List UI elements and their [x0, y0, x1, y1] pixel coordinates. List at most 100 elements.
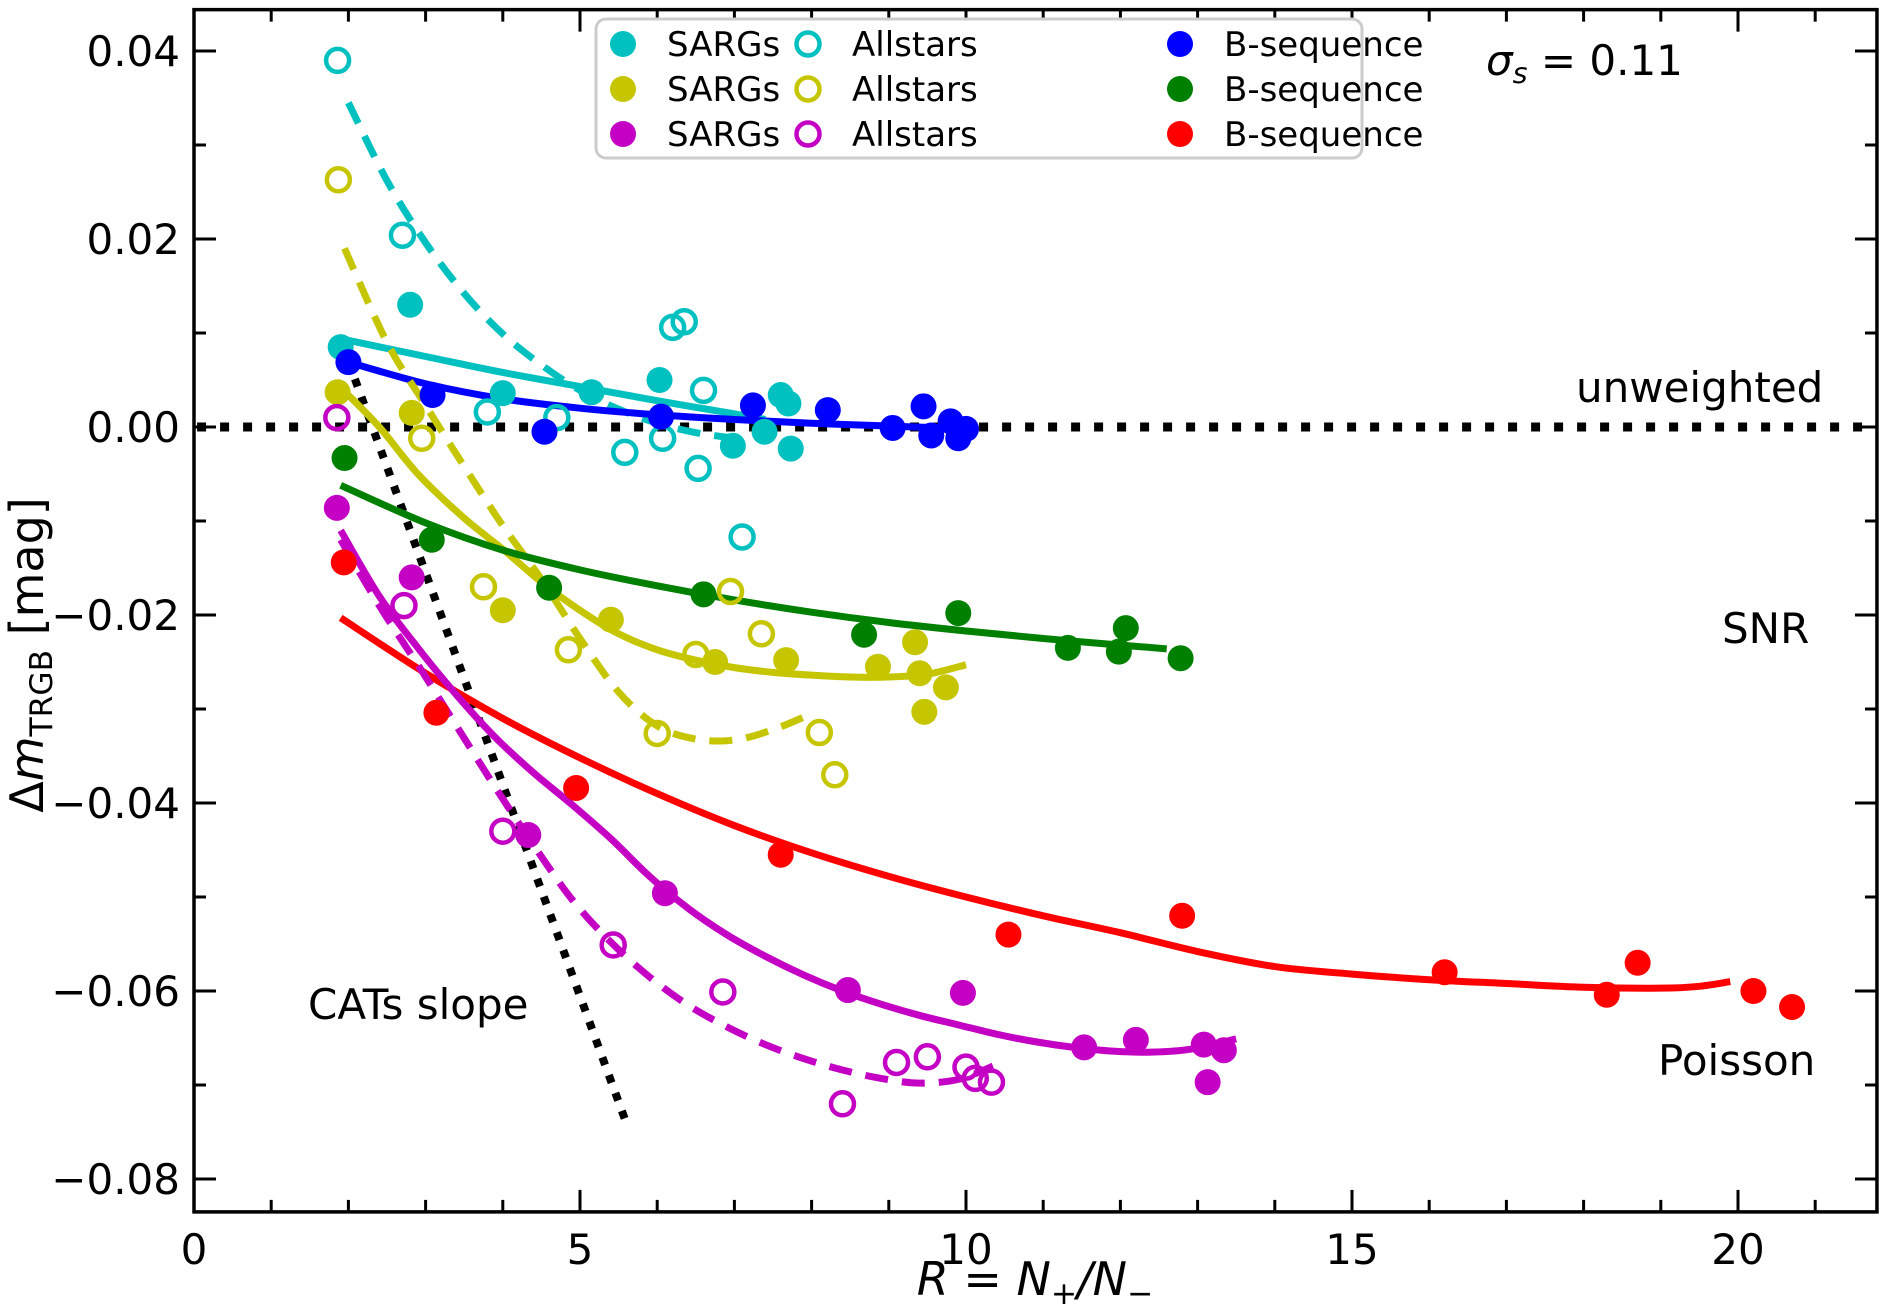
fit-yellow-solid [338, 385, 967, 681]
data-point-Allstars-magenta [828, 1090, 857, 1118]
data-point-SARGs-yellow [906, 660, 933, 687]
data-point-Allstars-magenta [709, 978, 737, 1006]
data-point-Allstars-cyan [611, 438, 639, 467]
data-point-Allstars-magenta [599, 931, 627, 959]
data-point-B-sequence-red [1779, 993, 1806, 1020]
data-point-SARGs-yellow [773, 647, 800, 674]
data-point-Allstars-magenta [977, 1068, 1006, 1096]
x-axis-label: R = N+/N− [916, 1252, 1154, 1312]
legend-label: Allstars [852, 25, 978, 65]
data-point-Allstars-yellow [747, 620, 776, 648]
x-tick-label: 15 [1325, 1225, 1378, 1274]
cats-slope-line [344, 359, 632, 1129]
poisson-annotation: Poisson [1658, 1036, 1816, 1085]
x-tick-label: 5 [567, 1225, 594, 1274]
data-point-B-sequence-blue [419, 382, 446, 409]
fit-red-solid [338, 614, 1731, 992]
y-tick-label: −0.04 [51, 779, 180, 828]
legend-marker-cyan-filled [610, 31, 636, 57]
data-point-B-sequence-red [767, 841, 794, 868]
data-point-Allstars-yellow [324, 166, 353, 194]
data-point-Allstars-cyan [684, 454, 712, 483]
data-point-SARGs-magenta [515, 821, 542, 848]
data-point-SARGs-yellow [398, 399, 425, 426]
data-point-Allstars-cyan [388, 221, 417, 249]
data-point-B-sequence-green [1112, 615, 1139, 642]
data-point-B-sequence-blue [531, 418, 558, 445]
data-point-Allstars-magenta [323, 403, 351, 432]
x-tick-label: 10 [939, 1225, 992, 1274]
sigma-annotation: σs = 0.11 [1486, 36, 1683, 90]
data-point-B-sequence-blue [648, 403, 675, 430]
data-point-B-sequence-red [995, 921, 1022, 948]
unweighted-annotation: unweighted [1576, 363, 1824, 412]
data-point-Allstars-yellow [554, 636, 583, 664]
legend-label: SARGs [667, 25, 780, 65]
data-point-Allstars-yellow [469, 573, 498, 601]
y-tick-label: −0.06 [51, 967, 180, 1016]
fit-green-solid [339, 482, 1168, 653]
y-tick-label: 0.02 [86, 215, 180, 264]
data-point-SARGs-cyan [489, 380, 516, 407]
data-point-B-sequence-red [330, 549, 357, 576]
data-point-Allstars-magenta [390, 591, 418, 620]
legend-label: Allstars [852, 70, 978, 110]
data-point-Allstars-yellow [805, 718, 834, 747]
data-point-Allstars-yellow [821, 761, 849, 789]
data-point-B-sequence-green [1167, 645, 1194, 672]
data-point-SARGs-yellow [911, 698, 938, 725]
data-point-B-sequence-blue [918, 422, 945, 449]
legend-label: SARGs [667, 115, 780, 155]
data-point-SARGs-magenta [1071, 1034, 1098, 1061]
x-tick-label: 20 [1711, 1225, 1764, 1274]
data-point-SARGs-yellow [597, 606, 624, 633]
x-tick-label: 0 [181, 1225, 208, 1274]
data-point-Allstars-cyan [323, 46, 352, 75]
plot-border [192, 7, 1879, 1214]
data-point-Allstars-magenta [913, 1043, 942, 1071]
y-tick-label: 0.00 [86, 403, 180, 452]
legend-marker-green-filled [1167, 76, 1193, 102]
data-point-SARGs-yellow [489, 597, 516, 624]
fit-yellow-dashed [341, 246, 813, 745]
data-point-Allstars-cyan [689, 376, 718, 405]
legend-marker-red-filled [1167, 121, 1193, 147]
data-point-SARGs-magenta [1122, 1026, 1149, 1053]
y-tick-label: 0.04 [86, 27, 180, 76]
data-point-SARGs-magenta [651, 880, 678, 907]
data-point-SARGs-magenta [398, 564, 425, 591]
data-point-B-sequence-green [536, 574, 563, 601]
data-point-B-sequence-blue [739, 392, 766, 419]
data-point-Allstars-magenta [882, 1048, 911, 1077]
data-point-B-sequence-red [1593, 981, 1620, 1008]
data-point-Allstars-yellow [716, 577, 745, 606]
data-point-SARGs-yellow [902, 629, 929, 656]
legend-marker-magenta-filled [610, 121, 636, 147]
legend-label: B-sequence [1224, 25, 1423, 65]
data-point-B-sequence-red [1431, 959, 1458, 986]
y-axis-label: ΔmTRGB [mag] [0, 497, 60, 813]
data-point-SARGs-magenta [1190, 1031, 1217, 1058]
snr-annotation: SNR [1722, 604, 1810, 653]
legend-marker-blue-filled [1167, 31, 1193, 57]
legend-label: SARGs [667, 70, 780, 110]
data-point-SARGs-magenta [1210, 1037, 1237, 1064]
data-point-Allstars-cyan [670, 307, 698, 336]
data-point-B-sequence-red [423, 699, 450, 726]
data-point-B-sequence-green [1054, 634, 1081, 661]
data-point-SARGs-cyan [719, 432, 746, 459]
legend-label: Allstars [852, 115, 978, 155]
data-point-B-sequence-green [331, 445, 358, 472]
cats-slope-annotation: CATs slope [308, 980, 529, 1029]
legend-label: B-sequence [1224, 70, 1423, 110]
data-point-B-sequence-red [1169, 902, 1196, 929]
data-point-B-sequence-blue [814, 397, 841, 424]
data-point-Allstars-yellow [682, 640, 710, 669]
legend-label: B-sequence [1224, 115, 1423, 155]
data-point-SARGs-cyan [751, 418, 778, 445]
legend-marker-yellow-filled [610, 76, 636, 102]
legend-box [594, 17, 1364, 160]
legend-marker-yellow-open [794, 75, 822, 103]
y-tick-label: −0.08 [51, 1155, 180, 1204]
